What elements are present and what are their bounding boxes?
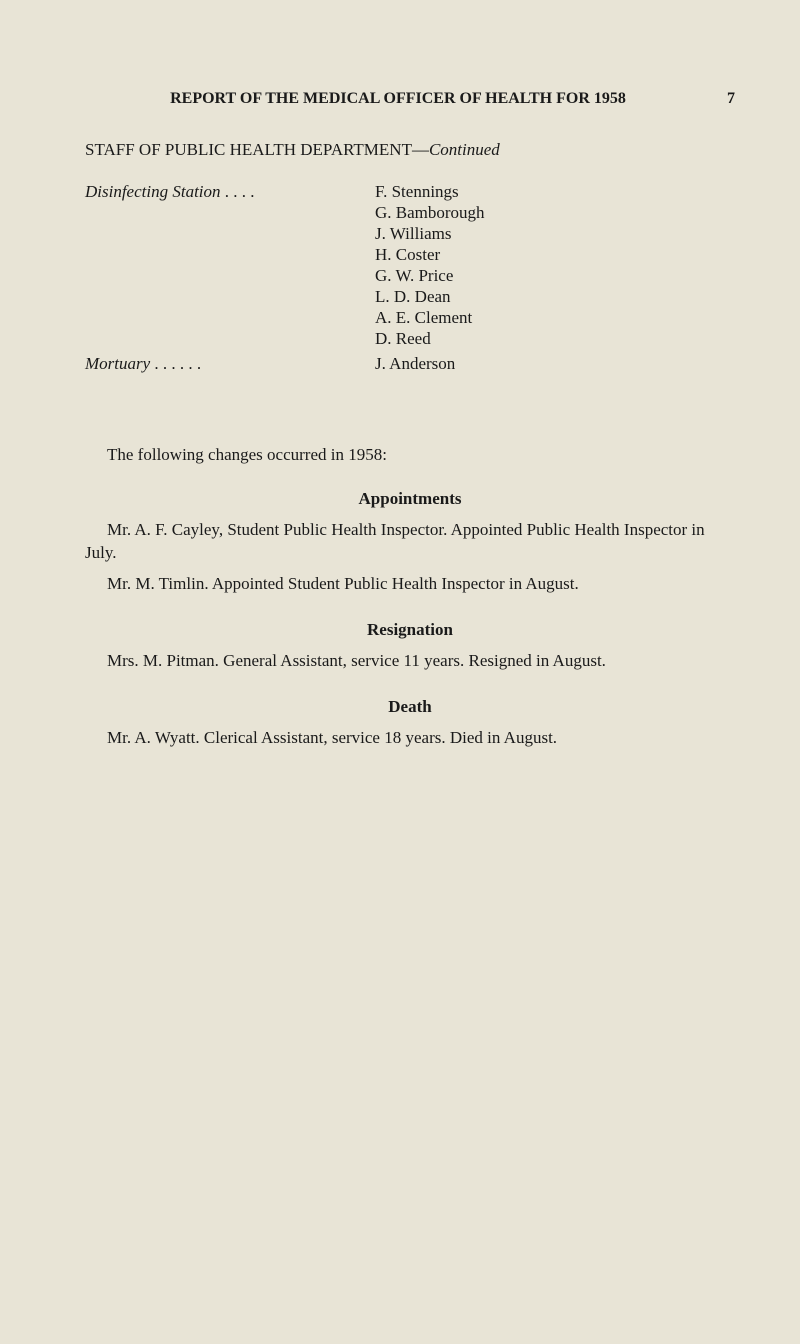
- section-title: STAFF OF PUBLIC HEALTH DEPARTMENT—Contin…: [85, 140, 735, 160]
- paragraph: Mr. A. Wyatt. Clerical Assistant, servic…: [85, 727, 735, 750]
- header-title: REPORT OF THE MEDICAL OFFICER OF HEALTH …: [85, 90, 711, 108]
- subsection-heading: Resignation: [85, 620, 735, 640]
- page-number: 7: [727, 90, 735, 108]
- staff-name: F. Stennings: [375, 182, 735, 202]
- staff-row: Mortuary . . . . . . J. Anderson: [85, 354, 735, 375]
- staff-role: Mortuary: [85, 354, 150, 373]
- dots: . . . .: [221, 182, 255, 201]
- staff-label: Disinfecting Station . . . .: [85, 182, 375, 202]
- staff-label: Mortuary . . . . . .: [85, 354, 375, 374]
- staff-names-list: F. Stennings G. Bamborough J. Williams H…: [375, 182, 735, 350]
- paragraph: Mr. M. Timlin. Appointed Student Public …: [85, 573, 735, 596]
- staff-role: Disinfecting Station: [85, 182, 221, 201]
- staff-name: L. D. Dean: [375, 287, 735, 307]
- staff-name: A. E. Clement: [375, 308, 735, 328]
- page-header: REPORT OF THE MEDICAL OFFICER OF HEALTH …: [85, 90, 735, 108]
- changes-intro: The following changes occurred in 1958:: [85, 445, 735, 465]
- staff-name: G. W. Price: [375, 266, 735, 286]
- subsection-heading: Death: [85, 697, 735, 717]
- staff-name: H. Coster: [375, 245, 735, 265]
- document-page: REPORT OF THE MEDICAL OFFICER OF HEALTH …: [0, 0, 800, 808]
- paragraph: Mrs. M. Pitman. General Assistant, servi…: [85, 650, 735, 673]
- staff-name: G. Bamborough: [375, 203, 735, 223]
- section-title-normal: STAFF OF PUBLIC HEALTH DEPARTMENT—: [85, 140, 429, 159]
- paragraph: Mr. A. F. Cayley, Student Public Health …: [85, 519, 735, 565]
- section-title-italic: Continued: [429, 140, 500, 159]
- staff-name: J. Anderson: [375, 354, 735, 374]
- staff-table: Disinfecting Station . . . . F. Stenning…: [85, 182, 735, 375]
- staff-name: D. Reed: [375, 329, 735, 349]
- staff-row: Disinfecting Station . . . . F. Stenning…: [85, 182, 735, 350]
- staff-name: J. Williams: [375, 224, 735, 244]
- staff-names-list: J. Anderson: [375, 354, 735, 375]
- dots: . . . . . .: [150, 354, 201, 373]
- subsection-heading: Appointments: [85, 489, 735, 509]
